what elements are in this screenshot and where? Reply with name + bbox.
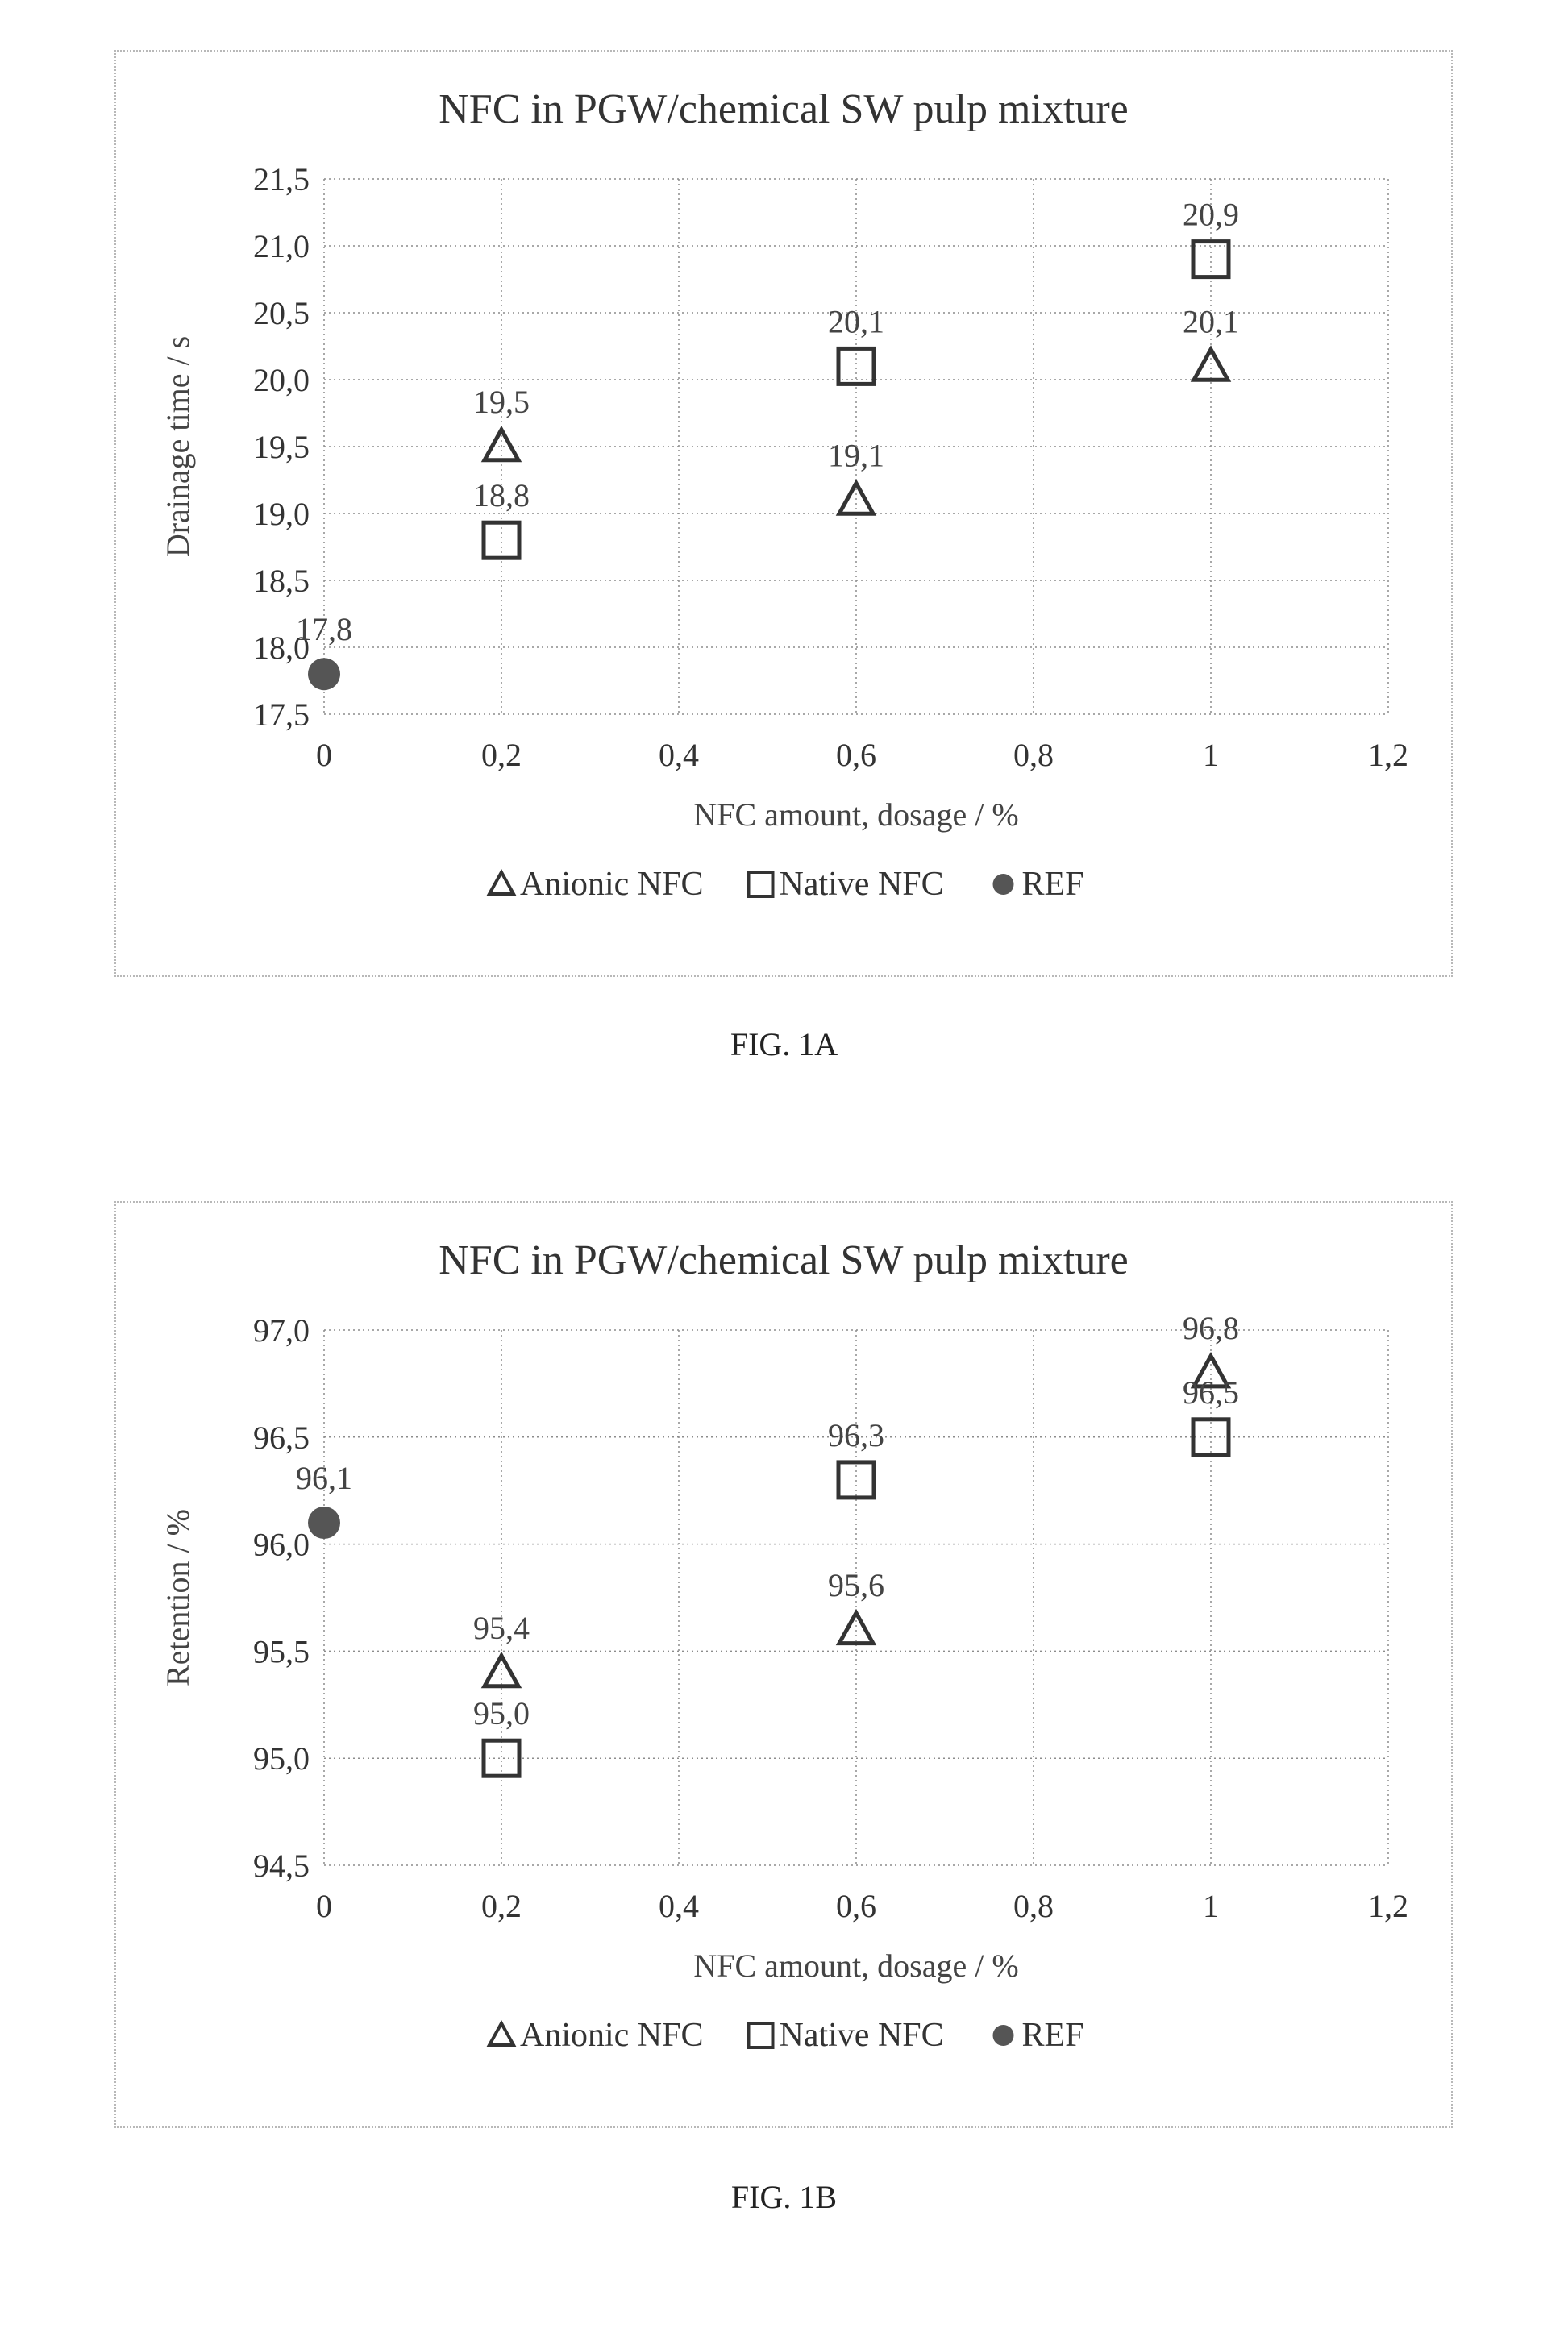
data-label: 20,1 xyxy=(828,303,884,339)
data-point xyxy=(838,1462,874,1498)
y-tick-label: 97,0 xyxy=(253,1312,310,1349)
x-tick-label: 0,2 xyxy=(481,1888,522,1924)
legend-label: REF xyxy=(1022,2017,1084,2054)
chart-1a-canvas: NFC in PGW/chemical SW pulp mixture 0 0,2 0… xyxy=(116,52,1451,975)
legend: Anionic NFC Native NFC REF xyxy=(489,2017,1084,2054)
y-tick-label: 96,0 xyxy=(253,1527,310,1563)
x-tick-label: 1,2 xyxy=(1368,1888,1408,1924)
data-point xyxy=(839,1613,873,1644)
x-axis-title: NFC amount, dosage / % xyxy=(693,796,1018,833)
data-label: 96,1 xyxy=(296,1460,352,1496)
x-tick-label: 0,4 xyxy=(659,737,699,773)
y-tick-label: 95,0 xyxy=(253,1740,310,1777)
y-tick-label: 18,5 xyxy=(253,563,310,599)
x-tick-label: 0,8 xyxy=(1013,1888,1054,1924)
y-tick-label: 20,5 xyxy=(253,295,310,331)
legend-marker xyxy=(489,872,514,894)
y-tick-label: 21,5 xyxy=(253,161,310,197)
data-label: 17,8 xyxy=(296,611,352,647)
legend-marker xyxy=(993,874,1014,895)
data-label: 20,1 xyxy=(1183,303,1239,339)
data-label: 19,1 xyxy=(828,437,884,473)
data-label: 95,0 xyxy=(473,1695,530,1731)
legend-marker xyxy=(749,872,773,896)
chart-1b-canvas: NFC in PGW/chemical SW pulp mixture 0 0,2 0… xyxy=(116,1203,1451,2126)
data-label: 96,8 xyxy=(1183,1310,1239,1346)
legend-label: Anionic NFC xyxy=(520,866,704,903)
chart-1a: NFC in PGW/chemical SW pulp mixture 0 0,2 0… xyxy=(114,50,1453,977)
x-tick-label: 1 xyxy=(1203,737,1219,773)
legend: Anionic NFC Native NFC REF xyxy=(489,866,1084,903)
x-axis-title: NFC amount, dosage / % xyxy=(693,1948,1018,1984)
data-label: 95,6 xyxy=(828,1567,884,1603)
legend-label: Anionic NFC xyxy=(520,2017,704,2054)
y-tick-label: 19,0 xyxy=(253,496,310,532)
x-tick-label: 0 xyxy=(316,1888,332,1924)
y-axis-title: Retention / % xyxy=(160,1509,196,1686)
y-axis-title: Drainage time / s xyxy=(160,336,196,557)
legend-label: REF xyxy=(1022,866,1084,903)
x-tick-label: 1 xyxy=(1203,1888,1219,1924)
x-tick-label: 0,4 xyxy=(659,1888,699,1924)
x-tick-label: 0,6 xyxy=(836,737,876,773)
data-label: 95,4 xyxy=(473,1610,530,1646)
legend-label: Native NFC xyxy=(780,2017,944,2054)
y-tick-label: 96,5 xyxy=(253,1420,310,1456)
y-tick-label: 17,5 xyxy=(253,696,310,733)
y-tick-label: 20,0 xyxy=(253,362,310,398)
y-tick-label: 19,5 xyxy=(253,429,310,465)
y-tick-label: 21,0 xyxy=(253,228,310,264)
y-tick-label: 95,5 xyxy=(253,1633,310,1669)
chart-title: NFC in PGW/chemical SW pulp mixture xyxy=(439,1237,1129,1283)
chart-1b: NFC in PGW/chemical SW pulp mixture 0 0,2 0… xyxy=(114,1201,1453,2128)
data-point xyxy=(308,658,340,690)
x-tick-label: 0 xyxy=(316,737,332,773)
legend-marker xyxy=(749,2023,773,2047)
data-point xyxy=(308,1507,340,1539)
x-tick-label: 1,2 xyxy=(1368,737,1408,773)
x-tick-label: 0,2 xyxy=(481,737,522,773)
y-tick-label: 94,5 xyxy=(253,1848,310,1884)
figure-caption-1a: FIG. 1A xyxy=(0,1025,1568,1063)
legend-label: Native NFC xyxy=(780,866,944,903)
legend-marker xyxy=(993,2025,1014,2046)
data-label: 18,8 xyxy=(473,477,530,513)
figure-caption-1b: FIG. 1B xyxy=(0,2178,1568,2216)
data-label: 96,3 xyxy=(828,1417,884,1453)
x-tick-label: 0,8 xyxy=(1013,737,1054,773)
chart-title: NFC in PGW/chemical SW pulp mixture xyxy=(439,86,1129,132)
data-label: 19,5 xyxy=(473,384,530,420)
legend-marker xyxy=(489,2023,514,2045)
data-label: 20,9 xyxy=(1183,197,1239,233)
x-tick-label: 0,6 xyxy=(836,1888,876,1924)
data-label: 96,5 xyxy=(1183,1374,1239,1411)
